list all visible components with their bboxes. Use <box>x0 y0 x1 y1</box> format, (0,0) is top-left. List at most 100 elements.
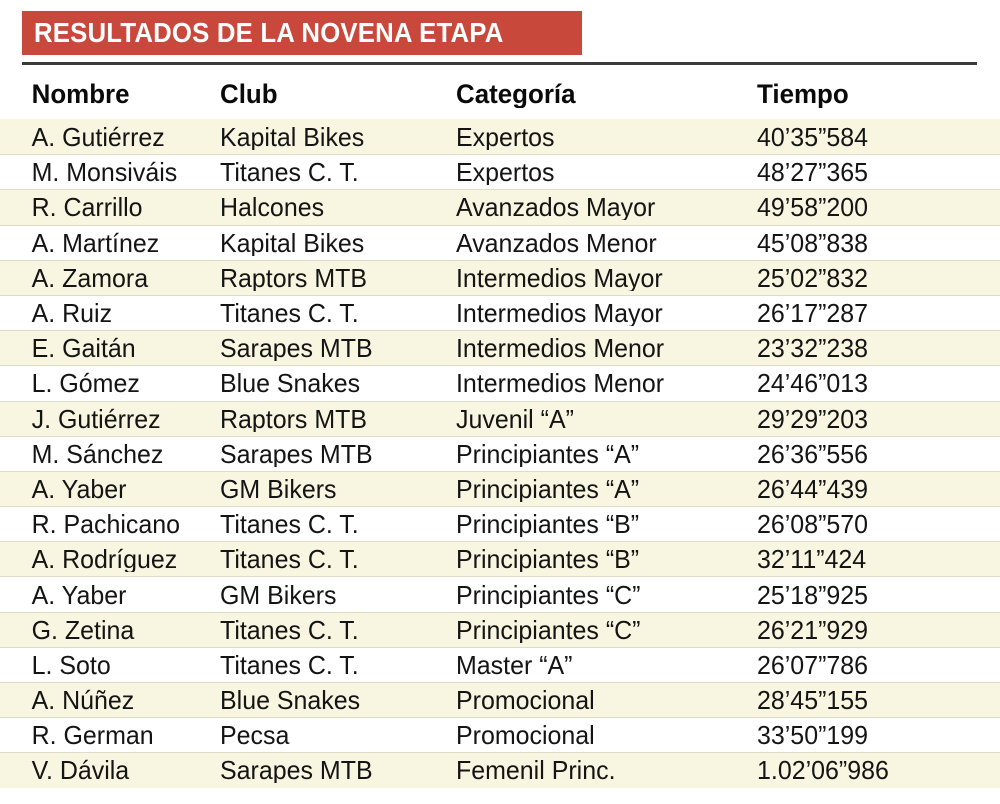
cell-nombre: R. Pachicano <box>31 511 181 538</box>
table-row: R. Pachicano Titanes C. T. Principiantes “… <box>0 506 1000 542</box>
cell-tiempo: 26’08”570 <box>757 511 869 538</box>
cell-tiempo: 40’35”584 <box>757 123 869 150</box>
column-header-tiempo: Tiempo <box>757 81 849 108</box>
cell-categoria: Avanzados Menor <box>455 229 657 256</box>
cell-tiempo: 26’17”287 <box>757 300 869 327</box>
column-header-club: Club <box>219 81 278 108</box>
cell-nombre: A. Ruiz <box>31 300 113 327</box>
table-header-row: Nombre Club Categoría Tiempo <box>0 70 1000 119</box>
cell-tiempo: 32’11”424 <box>757 546 867 573</box>
table-row: J. Gutiérrez Raptors MTB Juvenil “A” 29’29”… <box>0 400 1000 436</box>
cell-nombre: A. Yaber <box>31 581 127 608</box>
cell-categoria: Principiantes “A” <box>455 475 639 502</box>
cell-club: Kapital Bikes <box>219 123 365 150</box>
cell-club: Raptors MTB <box>219 405 367 432</box>
cell-nombre: R. German <box>31 722 154 749</box>
cell-nombre: G. Zetina <box>31 616 135 643</box>
cell-tiempo: 26’21”929 <box>757 616 869 643</box>
cell-club: GM Bikers <box>219 475 337 502</box>
cell-nombre: A. Gutiérrez <box>31 123 165 150</box>
cell-nombre: L. Soto <box>31 651 111 678</box>
cell-categoria: Intermedios Mayor <box>455 264 663 291</box>
table-row: L. Soto Titanes C. T. Master “A” 26’07”786 <box>0 646 1000 682</box>
cell-club: Titanes C. T. <box>219 300 359 327</box>
table-row: A. Ruiz Titanes C. T. Intermedios Mayor 26’… <box>0 294 1000 331</box>
table-row: M. Monsiváis Titanes C. T. Expertos 48’27”3… <box>0 154 1000 190</box>
cell-club: Titanes C. T. <box>219 511 359 538</box>
cell-nombre: L. Gómez <box>31 370 140 397</box>
cell-club: Titanes C. T. <box>219 159 359 186</box>
cell-club: GM Bikers <box>219 581 337 608</box>
cell-nombre: R. Carrillo <box>31 194 143 221</box>
cell-tiempo: 23’32”238 <box>757 335 869 362</box>
table-row: G. Zetina Titanes C. T. Principiantes “C” 2… <box>0 611 1000 647</box>
cell-tiempo: 25’18”925 <box>757 581 869 608</box>
table-row: A. Núñez Blue Snakes Promocional 28’45”155 <box>0 682 1000 718</box>
cell-categoria: Intermedios Menor <box>455 370 664 397</box>
header-divider-rule <box>22 62 977 65</box>
cell-nombre: A. Yaber <box>31 475 127 502</box>
cell-categoria: Avanzados Mayor <box>455 194 655 221</box>
table-row: V. Dávila Sarapes MTB Femenil Princ. 1.02’0… <box>0 752 1000 788</box>
cell-categoria: Expertos <box>455 159 555 186</box>
cell-club: Pecsa <box>219 722 290 749</box>
cell-categoria: Principiantes “C” <box>455 616 641 643</box>
cell-nombre: A. Núñez <box>31 687 135 714</box>
cell-club: Raptors MTB <box>219 264 367 291</box>
results-table: Nombre Club Categoría Tiempo A. Gutiérre… <box>0 70 1000 788</box>
cell-categoria: Master “A” <box>455 651 573 678</box>
table-row: M. Sánchez Sarapes MTB Principiantes “A” 26… <box>0 435 1000 471</box>
page-title: RESULTADOS DE LA NOVENA ETAPA <box>34 17 504 48</box>
cell-tiempo: 26’07”786 <box>757 651 869 678</box>
cell-tiempo: 29’29”203 <box>757 405 869 432</box>
table-row: L. Gómez Blue Snakes Intermedios Menor 24’4… <box>0 365 1000 401</box>
cell-nombre: J. Gutiérrez <box>31 405 161 432</box>
table-row: A. Gutiérrez Kapital Bikes Expertos 40’35”5… <box>0 119 1000 155</box>
cell-tiempo: 28’45”155 <box>757 687 869 714</box>
cell-tiempo: 26’44”439 <box>757 475 869 502</box>
cell-nombre: A. Martínez <box>31 229 160 256</box>
cell-tiempo: 49’58”200 <box>757 194 869 221</box>
cell-categoria: Principiantes “C” <box>455 581 641 608</box>
title-banner: RESULTADOS DE LA NOVENA ETAPA <box>22 11 582 55</box>
cell-nombre: V. Dávila <box>31 757 130 784</box>
cell-tiempo: 48’27”365 <box>757 159 869 186</box>
cell-tiempo: 25’02”832 <box>757 264 869 291</box>
cell-categoria: Femenil Princ. <box>455 757 616 784</box>
table-body: A. Gutiérrez Kapital Bikes Expertos 40’35”5… <box>0 119 1000 788</box>
cell-club: Titanes C. T. <box>219 616 359 643</box>
column-header-nombre: Nombre <box>31 81 130 108</box>
table-row: A. Yaber GM Bikers Principiantes “C” 25’18”… <box>0 576 1000 612</box>
cell-club: Kapital Bikes <box>219 229 365 256</box>
cell-club: Sarapes MTB <box>219 335 373 362</box>
table-row: E. Gaitán Sarapes MTB Intermedios Menor 23’… <box>0 330 1000 366</box>
cell-nombre: M. Monsiváis <box>31 159 178 186</box>
table-row: A. Zamora Raptors MTB Intermedios Mayor 25’… <box>0 259 1000 295</box>
table-row: R. German Pecsa Promocional 33’50”199 <box>0 717 1000 753</box>
cell-tiempo: 33’50”199 <box>757 722 869 749</box>
cell-tiempo: 45’08”838 <box>757 229 869 256</box>
cell-categoria: Intermedios Menor <box>455 335 664 362</box>
cell-categoria: Principiantes “A” <box>455 440 639 467</box>
cell-categoria: Expertos <box>455 123 555 150</box>
cell-categoria: Promocional <box>455 687 595 714</box>
cell-nombre: A. Zamora <box>31 264 149 291</box>
cell-tiempo: 24’46”013 <box>757 370 869 397</box>
table-row: A. Rodríguez Titanes C. T. Principiantes “… <box>0 541 1000 577</box>
cell-club: Sarapes MTB <box>219 757 373 784</box>
cell-nombre: A. Rodríguez <box>31 546 178 573</box>
cell-categoria: Promocional <box>455 722 595 749</box>
cell-tiempo: 26’36”556 <box>757 440 869 467</box>
table-row: R. Carrillo Halcones Avanzados Mayor 49’58”… <box>0 189 1000 225</box>
cell-club: Titanes C. T. <box>219 651 359 678</box>
cell-club: Blue Snakes <box>219 687 360 714</box>
column-header-categoria: Categoría <box>455 81 576 108</box>
cell-club: Blue Snakes <box>219 370 360 397</box>
cell-nombre: E. Gaitán <box>31 335 136 362</box>
cell-categoria: Principiantes “B” <box>455 546 639 573</box>
cell-nombre: M. Sánchez <box>31 440 164 467</box>
cell-club: Halcones <box>219 194 324 221</box>
table-row: A. Yaber GM Bikers Principiantes “A” 26’44”… <box>0 470 1000 507</box>
cell-categoria: Juvenil “A” <box>455 405 574 432</box>
cell-categoria: Intermedios Mayor <box>455 300 663 327</box>
